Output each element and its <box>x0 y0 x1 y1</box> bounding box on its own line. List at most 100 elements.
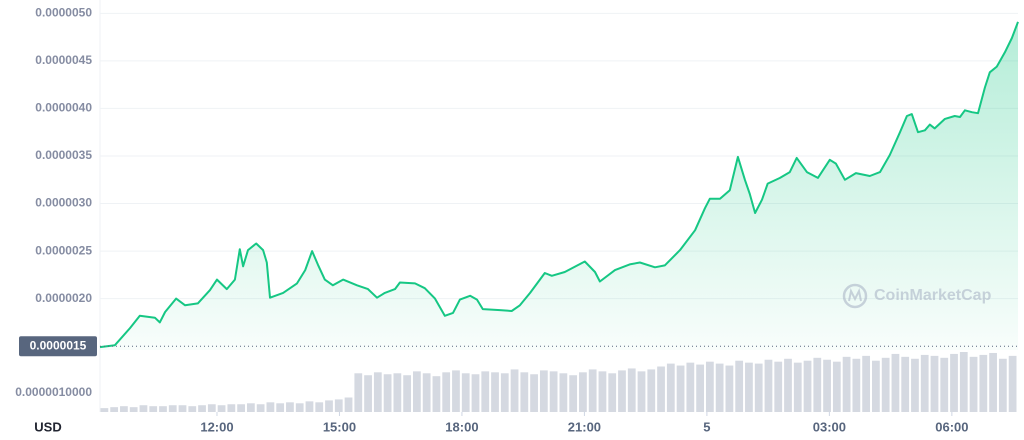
volume-bar <box>422 373 431 412</box>
volume-bar <box>774 361 783 412</box>
y-tick-label: 0.0000020 <box>35 291 92 305</box>
volume-bar <box>998 358 1007 412</box>
price-area <box>100 21 1018 351</box>
volume-bar <box>793 362 802 412</box>
x-tick-label: 18:00 <box>445 419 478 434</box>
price-line <box>99 21 1019 349</box>
volume-bar <box>559 373 568 412</box>
volume-bar <box>901 356 910 412</box>
volume-bar <box>764 359 773 412</box>
volume-bar <box>891 353 900 412</box>
x-tick-label: 21:00 <box>568 419 601 434</box>
volume-bar <box>715 363 724 412</box>
volume-bar <box>618 370 626 412</box>
volume-bar <box>579 372 587 412</box>
volume-bar <box>266 402 275 412</box>
volume-bar <box>510 369 519 412</box>
volume-bar <box>100 408 109 412</box>
volume-bar <box>1008 355 1017 412</box>
volume-bar <box>178 405 187 412</box>
volume-bar <box>754 363 763 412</box>
volume-bar <box>911 358 919 412</box>
volume-bar <box>530 374 538 412</box>
volume-bar <box>217 405 226 412</box>
volume-bar <box>832 361 841 412</box>
watermark-logo <box>842 283 868 309</box>
watermark-text: CoinMarketCap <box>874 287 992 304</box>
volume-bar <box>198 405 206 412</box>
volume-bar <box>452 370 460 412</box>
volume-bar <box>940 357 949 412</box>
volume-bar <box>413 371 421 412</box>
y-tick-label: 0.0000050 <box>35 5 92 19</box>
volume-bar <box>373 372 382 412</box>
volume-bar <box>500 373 509 412</box>
volume-bar <box>784 358 792 412</box>
volume-bar <box>256 404 265 412</box>
volume-bar <box>520 372 529 412</box>
volume-bar <box>442 372 451 412</box>
volume-bar <box>110 407 119 412</box>
volume-bar <box>696 364 704 412</box>
watermark: CoinMarketCap <box>842 283 992 309</box>
volume-bar <box>627 368 636 412</box>
volume-bar <box>149 406 158 412</box>
volume-bar <box>246 403 255 412</box>
volume-bar <box>539 370 548 412</box>
volume-bar <box>588 369 597 412</box>
volume-bar <box>286 402 294 412</box>
y-tick-label: 0.0000030 <box>35 196 92 210</box>
volume-bar <box>237 404 245 412</box>
volume-bar <box>325 400 333 412</box>
y-tick-label: 0.0000035 <box>35 148 92 162</box>
volume-bar <box>686 362 695 412</box>
volume-bar <box>608 373 617 412</box>
volume-bar <box>647 369 656 412</box>
x-tick-label: 12:00 <box>200 419 233 434</box>
volume-bar <box>168 405 177 412</box>
volume-bar <box>364 375 372 412</box>
volume-bar <box>930 355 939 412</box>
volume-bar <box>207 404 216 412</box>
volume-bar <box>159 406 167 412</box>
volume-bar <box>676 365 685 412</box>
volume-bar <box>705 361 714 412</box>
x-tick-label: 03:00 <box>813 419 846 434</box>
volume-bar <box>657 366 665 412</box>
volume-bar <box>598 371 607 412</box>
volume-bar <box>842 356 851 412</box>
volume-label: 0.0000010000 <box>15 385 92 399</box>
baseline-box <box>19 336 97 357</box>
volume-bar <box>315 402 324 412</box>
volume-bar <box>383 374 392 412</box>
volume-bar <box>881 357 890 412</box>
y-tick-label: 0.0000025 <box>35 243 92 257</box>
volume-bar <box>637 371 646 412</box>
volume-bar <box>188 406 197 412</box>
volume-bar <box>979 354 988 412</box>
volume-bar <box>920 354 929 412</box>
volume-bar <box>129 407 138 412</box>
volume-bar <box>354 373 363 412</box>
volume-bar <box>549 371 558 412</box>
volume-bar <box>432 376 441 412</box>
x-tick-label: 15:00 <box>323 419 356 434</box>
volume-bar <box>491 372 499 412</box>
volume-bar <box>969 356 978 412</box>
volume-bar <box>950 353 958 412</box>
y-tick-label: 0.0000040 <box>35 101 92 115</box>
volume-bar <box>569 375 578 412</box>
volume-bar <box>735 360 744 412</box>
volume-bar <box>862 355 871 412</box>
volume-bar <box>276 403 285 412</box>
volume-bar <box>666 363 675 412</box>
volume-bar <box>305 401 314 412</box>
volume-bar <box>120 406 128 412</box>
volume-bar <box>334 399 343 412</box>
volume-bar <box>823 359 831 412</box>
volume-bar <box>139 405 148 412</box>
volume-bar <box>725 365 734 412</box>
volume-bar <box>471 374 480 412</box>
volume-bar <box>295 403 304 412</box>
